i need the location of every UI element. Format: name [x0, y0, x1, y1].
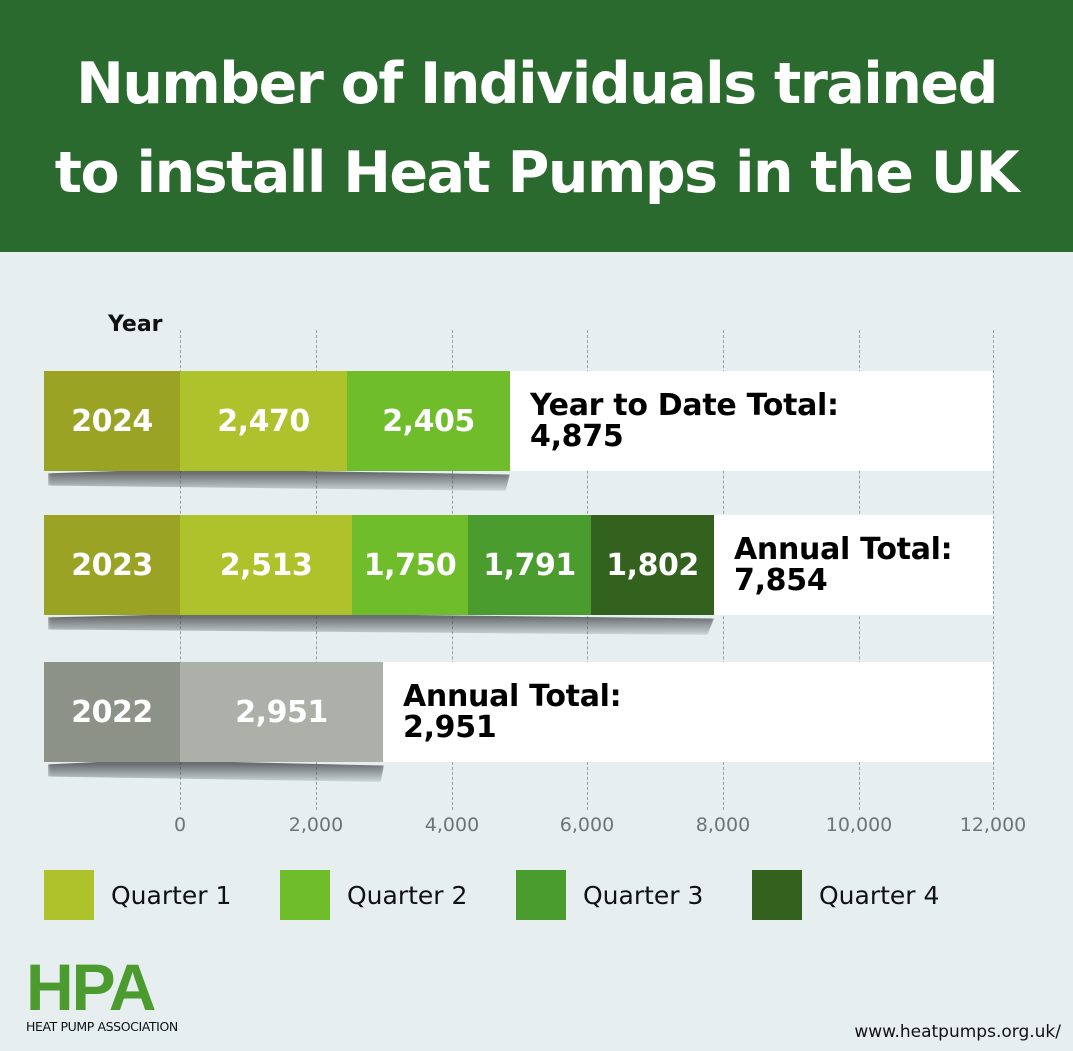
- legend-label: Quarter 2: [347, 880, 468, 910]
- segment-q2-2023: 1,750: [352, 515, 468, 615]
- total-value-2023: 7,854: [734, 563, 828, 598]
- legend-item-quarter-4: Quarter 4: [752, 870, 939, 920]
- segment-q4-2023: 1,802: [591, 515, 714, 615]
- legend-item-quarter-2: Quarter 2: [280, 870, 467, 920]
- segment-q1-2024: 2,470: [180, 371, 347, 471]
- total-value-2022: 2,951: [403, 710, 497, 745]
- total-label-2024: Year to Date Total:: [530, 388, 839, 423]
- title-line-1: Number of Individuals trained: [76, 51, 998, 117]
- total-box-2022: Annual Total: 2,951: [383, 662, 993, 762]
- legend-swatch: [516, 870, 566, 920]
- tick-label: 8,000: [695, 814, 751, 836]
- total-label-2023: Annual Total:: [734, 532, 953, 567]
- legend-item-quarter-1: Quarter 1: [44, 870, 231, 920]
- total-box-2023: Annual Total: 7,854: [714, 515, 993, 615]
- segment-q3-2023: 1,791: [468, 515, 591, 615]
- bar-row-2024: 2024 2,470 2,405 Year to Date Total: 4,8…: [44, 371, 993, 491]
- legend-label: Quarter 1: [111, 880, 232, 910]
- bar-row-2023: 2023 2,513 1,750 1,791 1,802 Annual Tota…: [44, 515, 993, 635]
- logo-letters: HPA: [26, 950, 156, 1024]
- gridline-12000: [993, 330, 994, 810]
- total-value-2024: 4,875: [530, 419, 624, 454]
- segment-q1-2023: 2,513: [180, 515, 352, 615]
- legend-swatch: [280, 870, 330, 920]
- bar-row-2022: 2022 2,951 Annual Total: 2,951: [44, 662, 993, 782]
- tick-label: 0: [173, 814, 187, 836]
- title-banner: Number of Individuals trained to install…: [0, 0, 1073, 252]
- website-url: www.heatpumps.org.uk/: [854, 1022, 1061, 1042]
- title-line-2: to install Heat Pumps in the UK: [54, 140, 1020, 206]
- logo-subtitle: HEAT PUMP ASSOCIATION: [26, 1019, 178, 1034]
- segment-q1-2022: 2,951: [180, 662, 383, 762]
- tick-label: 10,000: [825, 814, 893, 836]
- year-cell-2023: 2023: [44, 515, 180, 615]
- bar-shadow: [48, 613, 714, 635]
- legend-label: Quarter 4: [819, 880, 940, 910]
- tick-label: 2,000: [288, 814, 344, 836]
- tick-label: 4,000: [424, 814, 480, 836]
- legend-swatch: [44, 870, 94, 920]
- total-box-2024: Year to Date Total: 4,875: [510, 371, 993, 471]
- legend-swatch: [752, 870, 802, 920]
- total-label-2022: Annual Total:: [403, 679, 622, 714]
- bar-shadow: [48, 760, 384, 782]
- segment-q2-2024: 2,405: [347, 371, 510, 471]
- legend-label: Quarter 3: [583, 880, 704, 910]
- hpa-logo: HPA HEAT PUMP ASSOCIATION: [26, 950, 178, 1034]
- y-axis-label: Year: [108, 312, 163, 337]
- legend-item-quarter-3: Quarter 3: [516, 870, 703, 920]
- year-cell-2024: 2024: [44, 371, 180, 471]
- tick-label: 12,000: [959, 814, 1027, 836]
- tick-label: 6,000: [559, 814, 615, 836]
- year-cell-2022: 2022: [44, 662, 180, 762]
- bar-shadow: [48, 469, 510, 491]
